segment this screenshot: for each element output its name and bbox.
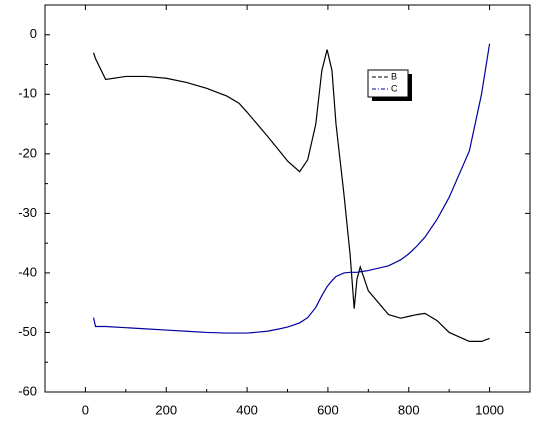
y-tick-label: -60 bbox=[18, 383, 37, 398]
y-tick-label: -10 bbox=[18, 86, 37, 101]
plot-frame bbox=[44, 4, 531, 393]
y-tick-label: -20 bbox=[18, 145, 37, 160]
series-line bbox=[92, 49, 490, 342]
legend-label: C bbox=[391, 83, 398, 93]
y-tick-label: -50 bbox=[18, 324, 37, 339]
legend-box bbox=[367, 69, 409, 98]
x-tick-label: 200 bbox=[155, 402, 177, 417]
series-line bbox=[92, 43, 491, 334]
x-tick-label: 1000 bbox=[475, 402, 504, 417]
y-tick-label: 0 bbox=[30, 26, 37, 41]
legend-label: B bbox=[391, 71, 397, 81]
x-tick-label: 600 bbox=[317, 402, 339, 417]
x-tick-label: 0 bbox=[82, 402, 89, 417]
y-tick-label: -40 bbox=[18, 264, 37, 279]
x-tick-label: 800 bbox=[398, 402, 420, 417]
x-tick-label: 400 bbox=[236, 402, 258, 417]
y-tick-label: -30 bbox=[18, 205, 37, 220]
legend: BC bbox=[367, 69, 412, 101]
